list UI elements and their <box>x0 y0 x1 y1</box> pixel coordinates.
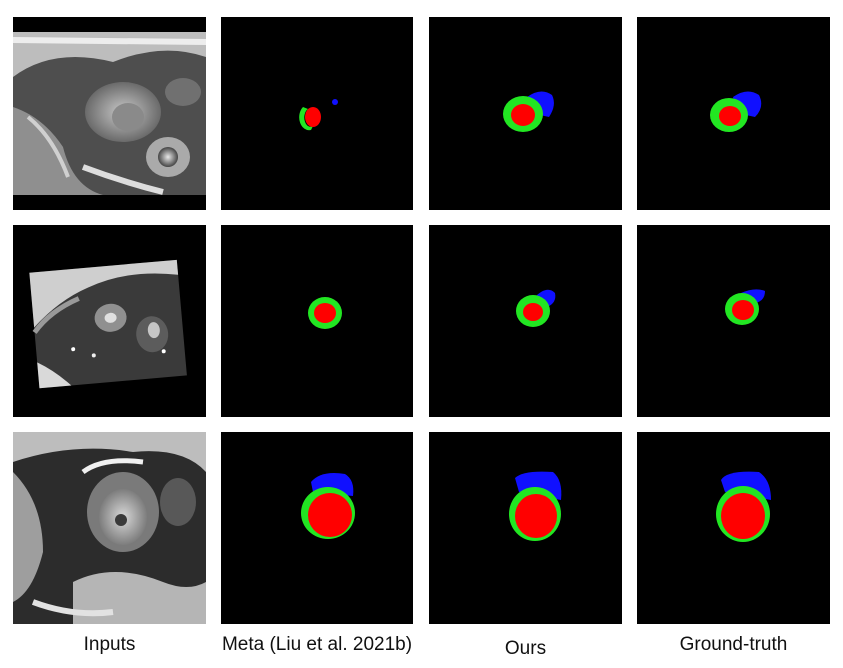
column-label-ground-truth: Ground-truth <box>679 634 788 655</box>
column-label-inputs: Inputs <box>83 634 136 655</box>
column-label-ours: Ours <box>504 638 547 659</box>
column-label-meta: Meta (Liu et al. 2021b) <box>221 634 413 655</box>
row1-ours-segmentation <box>429 17 622 210</box>
row1-ground-truth-segmentation <box>637 17 830 210</box>
row3-input-mri <box>13 432 206 624</box>
row3-ours-segmentation <box>429 432 622 624</box>
row2-ground-truth-segmentation <box>637 225 830 417</box>
row2-meta-segmentation <box>221 225 413 417</box>
row3-ground-truth-segmentation <box>637 432 830 624</box>
row3-meta-segmentation <box>221 432 413 624</box>
row1-input-mri <box>13 17 206 210</box>
row1-meta-segmentation <box>221 17 413 210</box>
row2-ours-segmentation <box>429 225 622 417</box>
row2-input-mri <box>13 225 206 417</box>
